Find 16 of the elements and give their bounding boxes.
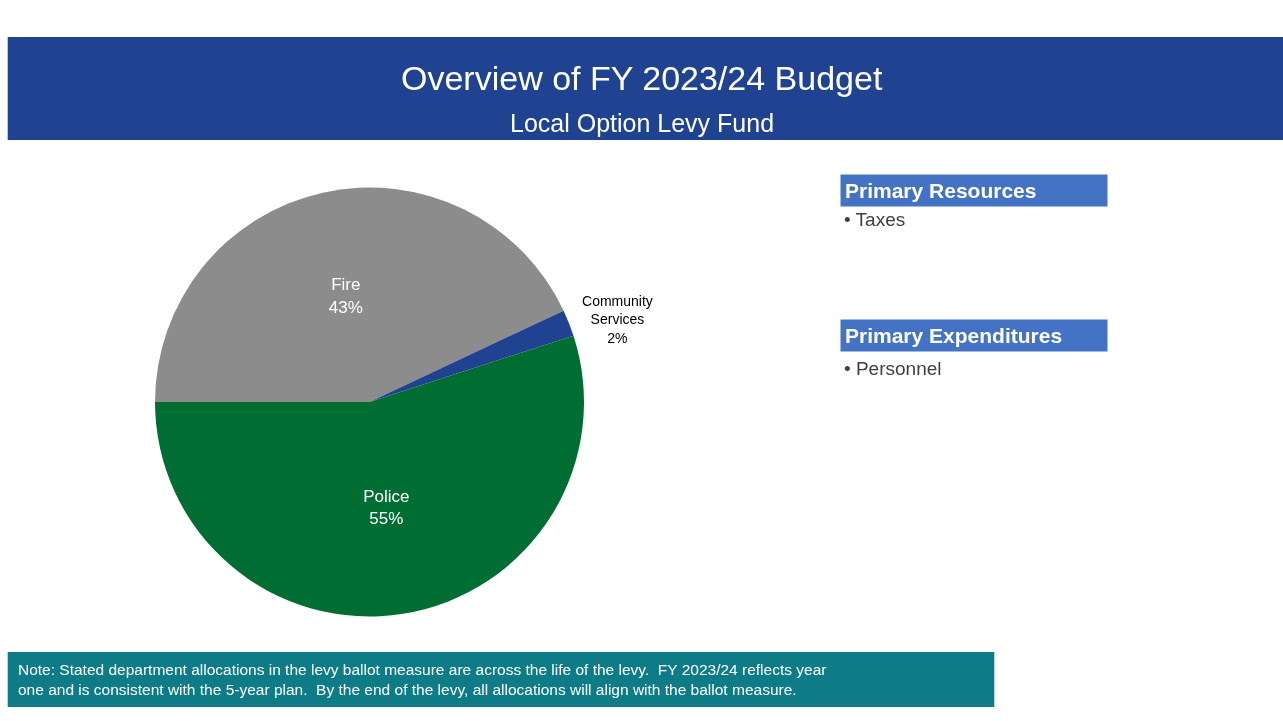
text: Note: Stated department allocations in the levy ballot measure are across the life of the levy. FY 2023/24 reflects year one and is consistent with the 5-year plan. By the end of the levy, all allocations will align with the ballot measure. xyxy=(18,661,827,699)
pie-slice xyxy=(155,335,584,617)
slice-label: Community Services xyxy=(582,293,653,328)
pie-slice xyxy=(369,310,574,402)
text: • Taxes xyxy=(844,209,906,230)
chart-title: Overview of FY 2023/24 Budget xyxy=(401,59,883,97)
text: Primary Resources xyxy=(845,179,1037,202)
pie-slice xyxy=(155,187,564,402)
data-label: 55% xyxy=(369,509,404,529)
data-label: 2% xyxy=(607,329,628,346)
slice-label: Police xyxy=(363,487,410,507)
data-label: 43% xyxy=(328,297,363,317)
slice-label: Fire xyxy=(331,275,361,295)
text: • Personnel xyxy=(844,358,942,379)
text: Primary Expenditures xyxy=(845,324,1063,347)
chart-subtitle: Local Option Levy Fund xyxy=(510,109,775,137)
